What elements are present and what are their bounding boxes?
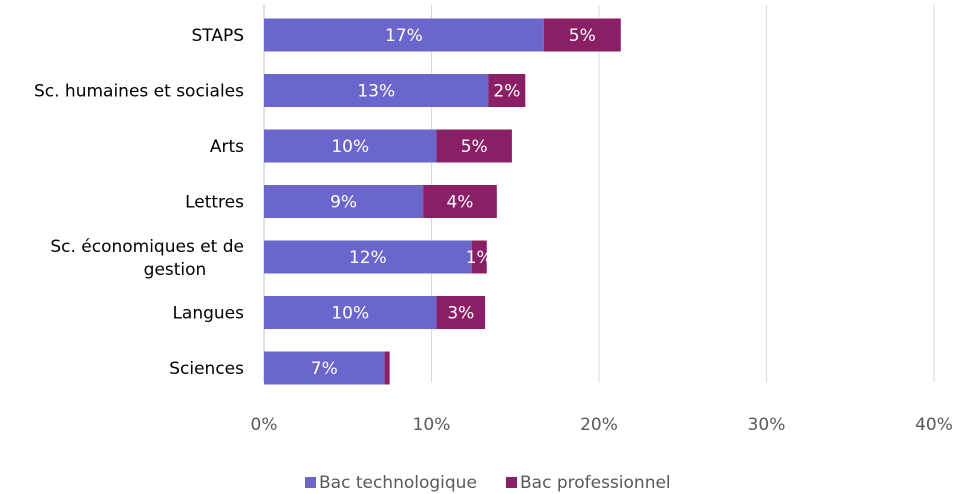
category-label-line: gestion [144,260,207,280]
data-label: 5% [569,26,596,46]
category-label: Lettres [185,193,244,213]
data-label: 10% [331,137,369,157]
bar-segment [436,296,486,329]
data-label: 10% [331,304,369,324]
bar-segment [264,74,489,107]
data-label: 4% [446,193,473,213]
category-label: STAPS [191,26,244,46]
legend: Bac technologique Bac professionnel [305,473,671,493]
category-label: Langues [172,304,244,324]
x-tick-label: 30% [748,415,786,435]
x-tick-label: 10% [413,415,451,435]
category-label: Sciences [169,359,244,379]
bar-segment [384,351,390,385]
bars: 17% 5% 13% 2% 10% 5% 9% 4% 12% 1% 10% 3% 7% [264,18,621,385]
bar-segment [436,129,512,163]
legend-swatch [305,477,316,488]
x-tick-label: 40% [915,415,953,435]
legend-label: Bac professionnel [520,473,671,493]
bar-segment [543,18,621,52]
x-tick-labels: 0% 10% 20% 30% 40% [251,415,953,435]
legend-label: Bac technologique [319,473,477,493]
bar-segment [264,296,437,329]
data-label: 1% [466,248,493,268]
bar-segment [264,129,437,163]
bar-segment [423,185,497,218]
bar-segment [264,351,385,385]
bar-segment [264,240,472,274]
bar-segment [264,185,424,218]
legend-swatch [506,477,517,488]
bar-segment [488,74,526,107]
data-label: 3% [447,304,474,324]
data-label: 9% [330,193,357,213]
data-label: 12% [349,248,387,268]
bar-segment [471,240,487,274]
category-label: Sc. économiques et de gestion [50,237,244,280]
data-label: 13% [357,82,395,102]
category-label: Sc. humaines et sociales [34,82,244,102]
category-labels: STAPS Sc. humaines et sociales Arts Lettres… [34,26,244,379]
data-label: 2% [493,82,520,102]
bar-segment [264,18,544,52]
x-tick-label: 20% [580,415,618,435]
data-label: 7% [311,359,338,379]
category-label-line: Sc. économiques et de [50,237,244,257]
data-label: 17% [385,26,423,46]
x-tick-label: 0% [251,415,278,435]
data-label: 5% [461,137,488,157]
category-label: Arts [210,137,244,157]
